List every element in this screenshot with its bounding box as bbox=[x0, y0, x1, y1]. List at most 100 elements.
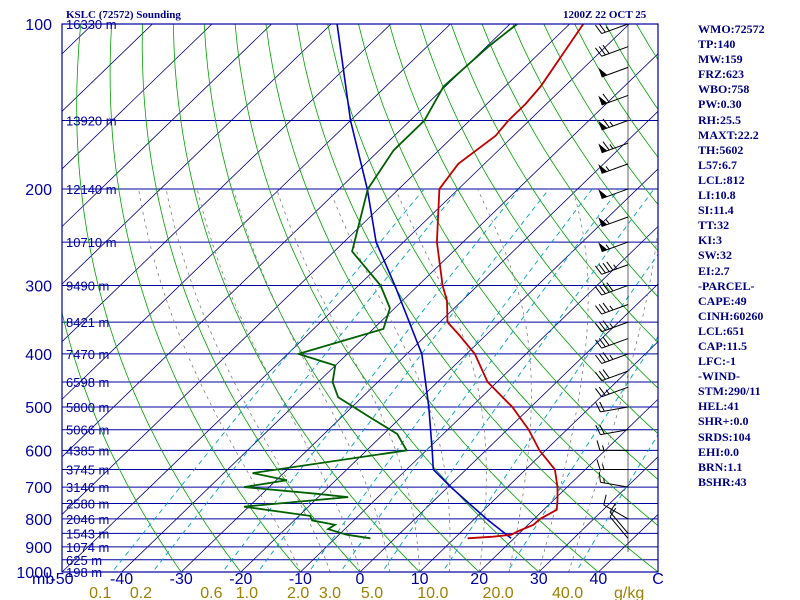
barb-feather bbox=[596, 459, 601, 470]
index-item: LCL:651 bbox=[698, 323, 745, 338]
barb-feather bbox=[609, 507, 617, 518]
barb-feather bbox=[598, 471, 601, 483]
index-item: PW:0.30 bbox=[698, 97, 742, 112]
temperature-tick-label: -30 bbox=[170, 571, 193, 588]
barb-feather bbox=[598, 338, 606, 348]
dry-adiabat-line bbox=[62, 311, 182, 572]
barb-feather bbox=[595, 305, 603, 315]
temperature-tick-label: -40 bbox=[110, 571, 133, 588]
barb-staff bbox=[601, 216, 629, 228]
pressure-tick-label: 1000 bbox=[16, 565, 52, 582]
barb-half-feather bbox=[605, 26, 610, 32]
barb-feather bbox=[595, 402, 601, 413]
moist-adiabat-line bbox=[538, 188, 589, 572]
wind-barb bbox=[595, 336, 629, 349]
index-item: L57:6.7 bbox=[698, 157, 737, 172]
wind-barb bbox=[598, 188, 629, 200]
height-label: 4385 m bbox=[66, 443, 109, 458]
temperature-tick-label: -20 bbox=[229, 571, 252, 588]
barb-feather bbox=[595, 47, 603, 57]
temperature-tick-label: C bbox=[652, 571, 664, 588]
barb-staff bbox=[601, 23, 629, 35]
wind-barb bbox=[596, 440, 628, 451]
height-label: 7470 m bbox=[66, 347, 109, 362]
barb-feather bbox=[602, 93, 610, 103]
mixing-ratio-line bbox=[506, 336, 658, 572]
isotherm-line bbox=[62, 24, 511, 458]
height-label: 13920 m bbox=[66, 113, 117, 128]
barb-half-feather bbox=[605, 166, 610, 172]
barb-feather bbox=[603, 494, 607, 506]
barb-feather bbox=[602, 302, 610, 312]
pressure-tick-label: 700 bbox=[25, 480, 52, 497]
barb-staff bbox=[601, 163, 629, 174]
pressure-tick-label: 400 bbox=[25, 347, 52, 364]
dry-adiabat-line bbox=[141, 24, 361, 572]
barb-staff bbox=[600, 406, 629, 413]
mixing-ratio-label: 0.1 bbox=[89, 585, 111, 600]
moist-adiabat-line bbox=[477, 188, 532, 572]
barb-feather bbox=[599, 401, 605, 412]
dry-adiabat-line bbox=[327, 24, 658, 527]
mixing-ratio-label: 0.2 bbox=[130, 585, 152, 600]
height-label: 9490 m bbox=[66, 278, 109, 293]
mixing-ratio-label: 10.0 bbox=[417, 585, 448, 600]
isotherm-line bbox=[62, 24, 451, 400]
temperature-tick-label: -10 bbox=[289, 571, 312, 588]
mixing-ratio-line bbox=[339, 188, 620, 572]
wind-barb bbox=[595, 282, 629, 296]
height-label: 16330 m bbox=[66, 17, 117, 32]
barb-half-feather bbox=[605, 389, 610, 395]
barb-flag bbox=[598, 242, 608, 252]
barb-staff bbox=[601, 66, 629, 78]
barb-staff bbox=[601, 321, 629, 333]
pressure-tick-label: 200 bbox=[25, 182, 52, 199]
height-label: 12140 m bbox=[66, 182, 117, 197]
mixing-ratio-line bbox=[442, 253, 658, 572]
index-item: LCL:812 bbox=[698, 172, 745, 187]
wind-barb bbox=[598, 216, 629, 228]
barb-staff bbox=[609, 516, 629, 539]
height-label: 2580 m bbox=[66, 497, 109, 512]
index-item: MW:159 bbox=[698, 52, 743, 67]
index-item: RH:25.5 bbox=[698, 112, 741, 127]
temperature-tick-label: -50 bbox=[50, 571, 73, 588]
dry-adiabat-line bbox=[109, 24, 301, 572]
index-item: MAXT:22.2 bbox=[698, 127, 759, 142]
barb-feather bbox=[598, 304, 606, 314]
dry-adiabat-line bbox=[450, 24, 658, 344]
isotherm-line bbox=[240, 168, 658, 572]
wind-barb bbox=[598, 118, 629, 131]
wind-barb bbox=[598, 93, 629, 106]
dry-adiabat-line bbox=[296, 24, 658, 572]
height-label: 5800 m bbox=[66, 400, 109, 415]
dry-adiabat-line bbox=[172, 24, 420, 572]
moist-adiabat-line bbox=[329, 188, 451, 572]
mixing-ratio-label: 5.0 bbox=[361, 585, 383, 600]
barb-staff bbox=[601, 188, 629, 200]
pressure-tick-label: 800 bbox=[25, 512, 52, 529]
height-label: 3745 m bbox=[66, 462, 109, 477]
mixing-ratio-line bbox=[222, 188, 520, 572]
pressure-tick-label: 600 bbox=[25, 443, 52, 460]
barb-half-feather bbox=[609, 323, 614, 328]
dry-adiabat-line bbox=[203, 24, 480, 572]
height-label: 3146 m bbox=[66, 480, 109, 495]
temperature-tick-label: 10 bbox=[411, 571, 429, 588]
barb-half-feather bbox=[602, 464, 605, 470]
barb-feather bbox=[595, 323, 603, 333]
moist-adiabat-line bbox=[394, 188, 487, 572]
barb-feather bbox=[595, 265, 603, 275]
barb-staff bbox=[600, 429, 629, 436]
barb-staff bbox=[603, 504, 629, 520]
barb-staff bbox=[601, 284, 629, 296]
moist-adiabat-line bbox=[138, 188, 301, 572]
moist-adiabat-line bbox=[233, 188, 391, 572]
mixing-ratio-line bbox=[575, 433, 658, 572]
index-item: TT:32 bbox=[698, 218, 730, 233]
mixing-ratio-label: 40.0 bbox=[552, 585, 583, 600]
height-label: 2046 m bbox=[66, 512, 109, 527]
dry-adiabat-line bbox=[419, 24, 658, 389]
temperature-tick-label: 20 bbox=[470, 571, 488, 588]
dry-adiabat-line bbox=[234, 24, 540, 572]
